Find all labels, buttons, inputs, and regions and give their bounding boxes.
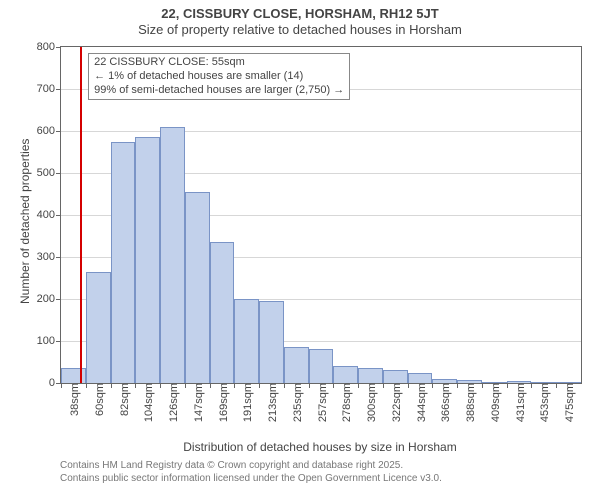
ytick-label: 700	[37, 83, 61, 95]
xtick-label: 257sqm	[311, 383, 329, 433]
ytick-label: 300	[37, 251, 61, 263]
xtick-label: 475sqm	[558, 383, 576, 433]
ytick-label: 800	[37, 41, 61, 53]
ytick-label: 600	[37, 125, 61, 137]
page-title: 22, CISSBURY CLOSE, HORSHAM, RH12 5JT	[0, 0, 600, 22]
y-axis-label: Number of detached properties	[18, 139, 32, 304]
xtick-label: 366sqm	[434, 383, 452, 433]
grid-line	[61, 131, 581, 132]
xtick-label: 278sqm	[335, 383, 353, 433]
xtick-label: 191sqm	[236, 383, 254, 433]
marker-line	[80, 47, 82, 383]
xtick-label: 38sqm	[63, 383, 81, 433]
annotation-line-3: 99% of semi-detached houses are larger (…	[94, 84, 344, 98]
xtick-mark	[309, 383, 310, 388]
histogram-bar	[160, 127, 185, 383]
xtick-mark	[358, 383, 359, 388]
xtick-label: 126sqm	[162, 383, 180, 433]
xtick-mark	[61, 383, 62, 388]
ytick-label: 100	[37, 335, 61, 347]
xtick-label: 453sqm	[533, 383, 551, 433]
xtick-label: 169sqm	[212, 383, 230, 433]
chart-plot-area: 22 CISSBURY CLOSE: 55sqm ← 1% of detache…	[60, 46, 582, 384]
xtick-label: 300sqm	[360, 383, 378, 433]
histogram-bar	[408, 373, 433, 384]
ytick-label: 200	[37, 293, 61, 305]
histogram-bar	[358, 368, 383, 383]
xtick-mark	[111, 383, 112, 388]
xtick-mark	[284, 383, 285, 388]
xtick-label: 147sqm	[187, 383, 205, 433]
xtick-label: 82sqm	[113, 383, 131, 433]
ytick-label: 500	[37, 167, 61, 179]
annotation-line-1: 22 CISSBURY CLOSE: 55sqm	[94, 56, 344, 70]
histogram-bar	[383, 370, 408, 383]
xtick-label: 213sqm	[261, 383, 279, 433]
histogram-bar	[284, 347, 309, 383]
xtick-mark	[259, 383, 260, 388]
xtick-mark	[383, 383, 384, 388]
xtick-mark	[482, 383, 483, 388]
histogram-bar	[309, 349, 334, 383]
ytick-label: 0	[49, 377, 61, 389]
xtick-mark	[86, 383, 87, 388]
xtick-label: 60sqm	[88, 383, 106, 433]
xtick-label: 409sqm	[484, 383, 502, 433]
page-subtitle: Size of property relative to detached ho…	[0, 22, 600, 38]
xtick-label: 235sqm	[286, 383, 304, 433]
histogram-bar	[259, 301, 284, 383]
xtick-label: 344sqm	[410, 383, 428, 433]
histogram-bar	[333, 366, 358, 383]
footer-line-1: Contains HM Land Registry data © Crown c…	[60, 460, 442, 473]
xtick-mark	[507, 383, 508, 388]
xtick-mark	[210, 383, 211, 388]
footer-attribution: Contains HM Land Registry data © Crown c…	[60, 460, 442, 485]
xtick-label: 104sqm	[137, 383, 155, 433]
footer-line-2: Contains public sector information licen…	[60, 473, 442, 486]
x-axis-label: Distribution of detached houses by size …	[60, 440, 580, 454]
histogram-bar	[234, 299, 259, 383]
xtick-label: 388sqm	[459, 383, 477, 433]
xtick-label: 322sqm	[385, 383, 403, 433]
histogram-bar	[210, 242, 235, 383]
histogram-bar	[86, 272, 111, 383]
annotation-line-2: ← 1% of detached houses are smaller (14)	[94, 70, 344, 84]
ytick-label: 400	[37, 209, 61, 221]
xtick-mark	[185, 383, 186, 388]
xtick-mark	[408, 383, 409, 388]
xtick-label: 431sqm	[509, 383, 527, 433]
histogram-bar	[185, 192, 210, 383]
annotation-box: 22 CISSBURY CLOSE: 55sqm ← 1% of detache…	[88, 53, 350, 100]
xtick-mark	[160, 383, 161, 388]
histogram-bar	[135, 137, 160, 383]
histogram-bar	[111, 142, 136, 384]
